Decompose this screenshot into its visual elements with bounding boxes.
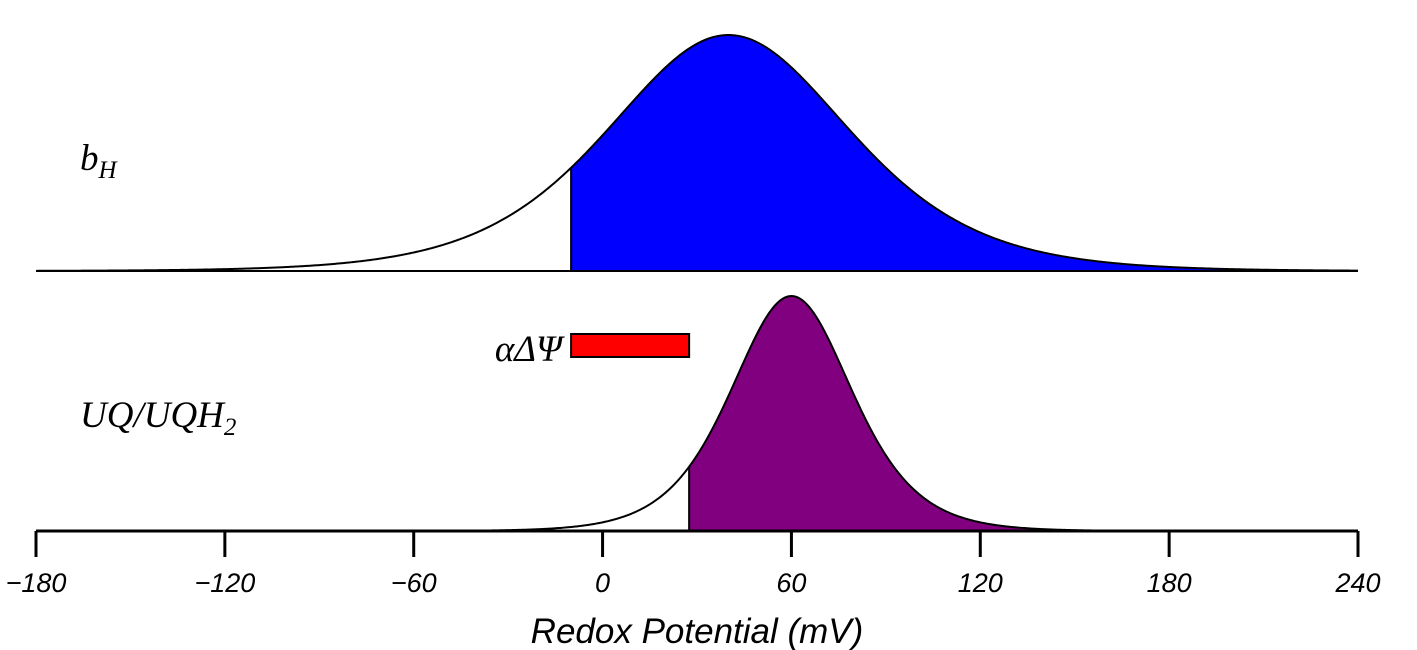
- x-tick-label: 0: [595, 568, 610, 598]
- alpha-delta-psi-bar: [570, 333, 691, 358]
- x-tick-label: −120: [194, 568, 255, 598]
- bh-curve: [36, 33, 1359, 272]
- x-ticks: −180 −120 −60 0 60 120 180 240: [6, 531, 1381, 598]
- x-axis-title: Redox Potential (mV): [531, 612, 864, 650]
- x-tick-label: 120: [958, 568, 1003, 598]
- uq-label: UQ/UQH2: [80, 395, 236, 441]
- x-tick-label: 60: [776, 568, 806, 598]
- alpha-delta-psi-label: αΔΨ: [495, 329, 565, 370]
- x-tick-label: −180: [6, 568, 67, 598]
- uq-shaded-area: [689, 296, 1358, 531]
- panel-uq: αΔΨ UQ/UQH2: [36, 294, 1358, 532]
- x-tick-label: 240: [1334, 568, 1380, 598]
- x-tick-label: 180: [1147, 568, 1192, 598]
- panel-bh: bH: [36, 33, 1359, 272]
- x-tick-label: −60: [391, 568, 437, 598]
- bh-label: bH: [80, 138, 119, 184]
- x-axis: −180 −120 −60 0 60 120 180 240 Redox Potential …: [6, 529, 1381, 650]
- bh-shaded-area: [571, 35, 1358, 271]
